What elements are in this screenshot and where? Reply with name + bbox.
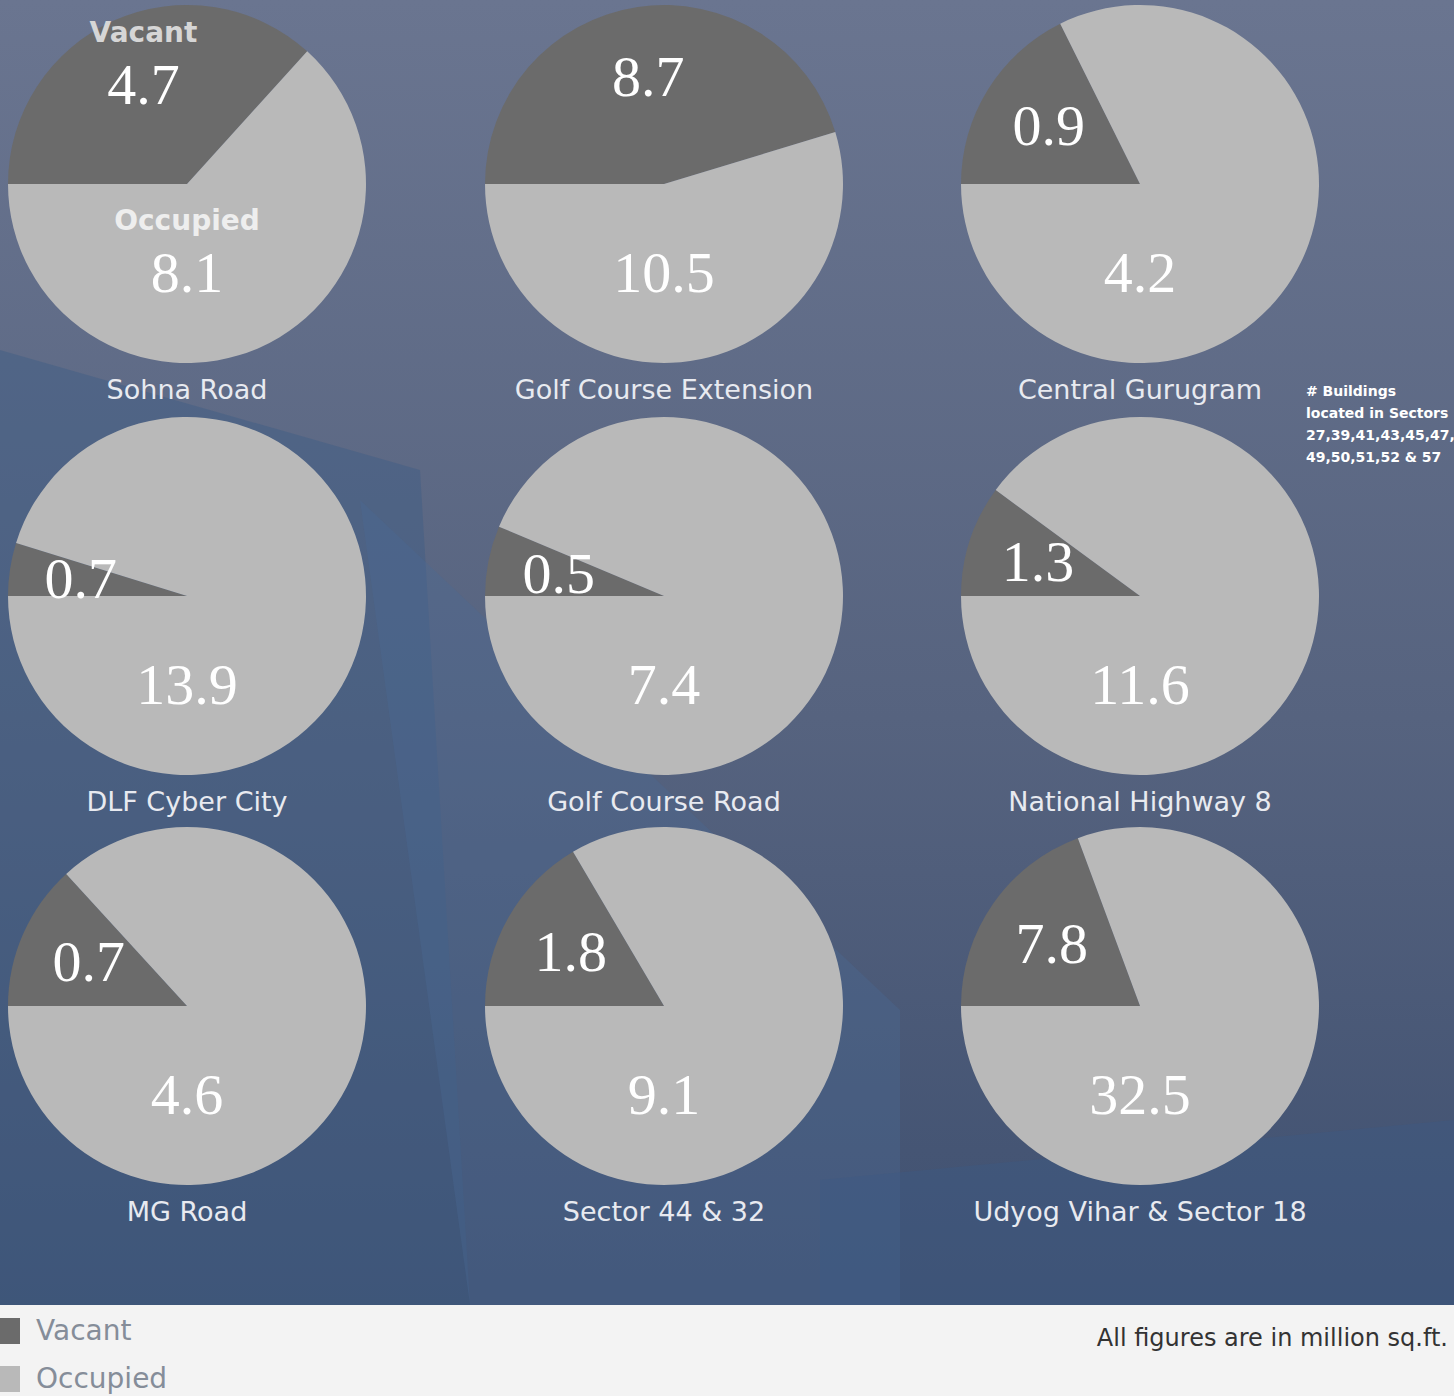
data-label: 4.7 — [107, 52, 180, 117]
pie: 4.7Vacant 8.1Occupied — [8, 5, 366, 363]
pie: 1.311.6 — [961, 417, 1319, 775]
pie: 0.5 7.4 — [485, 417, 843, 775]
pie-title: National Highway 8 — [1008, 786, 1272, 817]
legend-background — [0, 1305, 1454, 1396]
data-label: 11.6 — [1090, 652, 1189, 717]
data-label: 0.9 — [1012, 93, 1085, 158]
pie-slice — [961, 5, 1319, 363]
data-label: 0.7 — [45, 546, 118, 611]
chart: 4.7Vacant8.1OccupiedSohna Road8.710.5Gol… — [0, 0, 1454, 1396]
data-label: 1.3 — [1002, 529, 1075, 594]
pie: 7.8 32.5 — [961, 827, 1319, 1185]
pie-slice — [961, 827, 1319, 1185]
pie-slice — [961, 417, 1319, 775]
pie-slice — [8, 827, 366, 1185]
pie-title: Golf Course Road — [547, 786, 781, 817]
pie-slice — [485, 827, 843, 1185]
data-label: 4.6 — [151, 1062, 224, 1127]
legend-label: Occupied — [36, 1362, 167, 1395]
background-decoration — [0, 350, 1454, 1305]
pie-title: DLF Cyber City — [86, 786, 287, 817]
pie-title: Central Gurugram — [1018, 374, 1262, 405]
slice-name-label: Occupied — [114, 204, 260, 237]
data-label: 10.5 — [613, 240, 715, 305]
data-label: 4.2 — [1104, 240, 1177, 305]
pie: 0.9 4.2 — [961, 5, 1319, 363]
pie-title: MG Road — [127, 1196, 248, 1227]
footnote: # Buildingslocated in Sectors27,39,41,43… — [1306, 383, 1454, 465]
pie: 0.7 4.6 — [8, 827, 366, 1185]
pie-title: Sohna Road — [107, 374, 268, 405]
units-note: All figures are in million sq.ft. — [1097, 1324, 1448, 1352]
background — [0, 0, 1454, 1305]
pie: 1.8 9.1 — [485, 827, 843, 1185]
legend: Vacant Occupied — [0, 1314, 167, 1395]
data-label: 0.5 — [522, 541, 595, 606]
pie-title: Sector 44 & 32 — [563, 1196, 765, 1227]
pie-title: Udyog Vihar & Sector 18 — [973, 1196, 1306, 1227]
data-label: 8.1 — [151, 240, 224, 305]
slice-name-label: Vacant — [90, 16, 198, 49]
data-label: 8.7 — [612, 44, 685, 109]
building-shape — [0, 350, 470, 1305]
pie: 0.7 13.9 — [8, 417, 366, 775]
pie-slice — [485, 132, 843, 363]
data-label: 32.5 — [1089, 1062, 1191, 1127]
legend-swatch — [0, 1366, 20, 1392]
legend-swatch — [0, 1318, 20, 1344]
pie-slice — [8, 51, 366, 363]
pie: 8.7 10.5 — [485, 5, 843, 363]
pie-slice — [485, 417, 843, 775]
pie-title: Golf Course Extension — [515, 374, 813, 405]
data-label: 13.9 — [136, 652, 238, 717]
data-label: 7.8 — [1016, 911, 1089, 976]
data-label: 0.7 — [52, 929, 125, 994]
pie-slice — [8, 417, 366, 775]
data-label: 7.4 — [628, 652, 701, 717]
legend-label: Vacant — [36, 1314, 131, 1347]
data-label: 1.8 — [534, 919, 607, 984]
data-label: 9.1 — [628, 1062, 701, 1127]
